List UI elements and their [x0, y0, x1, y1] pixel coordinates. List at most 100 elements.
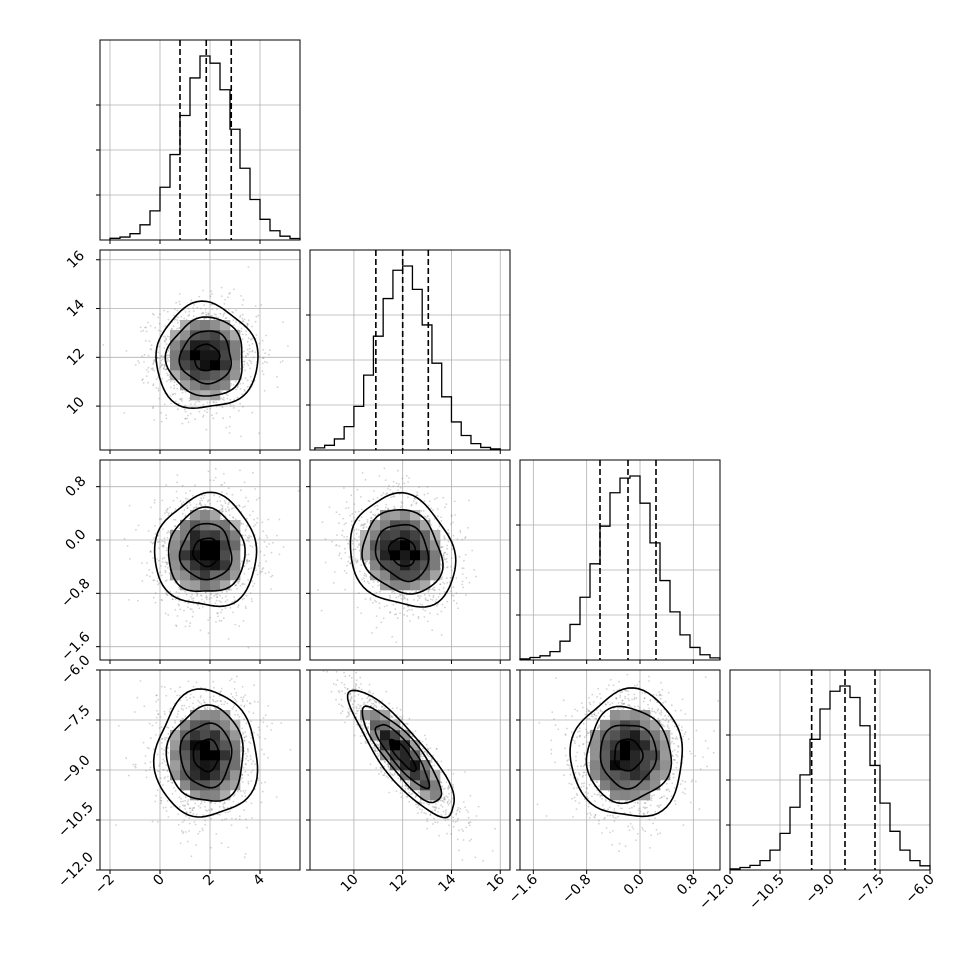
scatter-point — [382, 492, 385, 495]
scatter-point — [176, 595, 179, 598]
scatter-point — [372, 601, 374, 604]
scatter-point — [369, 597, 372, 599]
scatter-point — [189, 693, 192, 696]
scatter-point — [194, 506, 197, 509]
scatter-point — [142, 382, 145, 384]
scatter-point — [262, 567, 265, 569]
scatter-point — [364, 561, 366, 564]
scatter-point — [163, 367, 165, 370]
scatter-point — [209, 407, 212, 410]
scatter-point — [202, 311, 204, 314]
scatter-point — [267, 518, 270, 521]
scatter-point — [149, 550, 152, 553]
scatter-point — [200, 503, 203, 506]
scatter-point — [346, 564, 348, 567]
scatter-point — [228, 514, 231, 517]
scatter-point — [203, 601, 206, 603]
scatter-point — [450, 557, 453, 560]
histogram-step — [314, 265, 501, 450]
scatter-point — [278, 518, 281, 521]
scatter-point — [461, 567, 464, 569]
scatter-point — [353, 516, 355, 519]
scatter-point — [164, 569, 167, 572]
scatter-point — [200, 594, 202, 596]
scatter-point — [247, 646, 250, 649]
scatter-point — [363, 524, 365, 527]
scatter-point — [147, 381, 149, 384]
scatter-point — [434, 589, 436, 591]
scatter-point — [416, 599, 419, 602]
scatter-point — [251, 337, 254, 340]
scatter-point — [222, 806, 225, 809]
scatter-point — [161, 363, 164, 366]
scatter-point — [241, 534, 244, 537]
density-bin — [180, 550, 191, 561]
scatter-point — [248, 350, 251, 353]
scatter-point — [220, 703, 223, 706]
scatter-point — [165, 549, 168, 552]
scatter-point — [451, 594, 453, 597]
scatter-point — [389, 611, 391, 614]
scatter-point — [225, 426, 228, 429]
scatter-point — [222, 313, 225, 316]
scatter-point — [430, 524, 433, 526]
scatter-point — [415, 590, 418, 592]
contour-level-1 — [192, 537, 220, 568]
scatter-point — [230, 589, 233, 591]
scatter-point — [192, 610, 195, 613]
scatter-point — [158, 547, 160, 550]
scatter-point — [137, 524, 140, 527]
scatter-point — [189, 412, 192, 415]
scatter-point — [366, 580, 369, 583]
scatter-point — [262, 356, 265, 359]
scatter-point — [446, 547, 448, 550]
scatter-point — [172, 325, 175, 327]
contour-level-1 — [387, 537, 417, 567]
scatter-point — [237, 582, 240, 584]
scatter-point — [241, 313, 244, 316]
scatter-point — [240, 522, 242, 524]
scatter-point — [321, 521, 324, 524]
scatter-point — [362, 451, 364, 453]
scatter-point — [443, 591, 446, 593]
scatter-point — [254, 523, 257, 526]
scatter-point — [223, 818, 226, 821]
density-bin — [210, 350, 221, 361]
scatter-point — [246, 536, 249, 539]
scatter-point — [191, 598, 193, 600]
scatter-point — [161, 599, 164, 602]
scatter-point — [383, 605, 386, 608]
scatter-point — [166, 567, 169, 569]
scatter-point — [240, 435, 242, 438]
density-bin — [230, 340, 241, 351]
scatter-point — [471, 549, 474, 552]
scatter-point — [175, 490, 178, 493]
scatter-point — [347, 542, 350, 545]
scatter-point — [202, 403, 205, 406]
scatter-point — [244, 377, 247, 380]
scatter-point — [137, 599, 139, 602]
scatter-point — [289, 748, 292, 751]
scatter-point — [338, 554, 340, 557]
scatter-point — [176, 615, 179, 617]
scatter-point — [232, 611, 234, 614]
density-bin — [200, 340, 211, 351]
scatter-point — [249, 367, 251, 370]
scatter-point — [376, 496, 379, 499]
scatter-point — [215, 593, 217, 596]
scatter-point — [410, 504, 413, 507]
scatter-point — [163, 335, 165, 338]
tick-marks — [96, 486, 261, 664]
scatter-point — [245, 554, 248, 556]
scatter-point — [251, 342, 254, 345]
scatter-point — [157, 387, 160, 390]
scatter-point — [173, 525, 176, 527]
density-bin — [210, 510, 221, 521]
scatter-point — [160, 355, 163, 357]
scatter-point — [129, 558, 131, 560]
scatter-point — [374, 505, 376, 508]
scatter-point — [210, 303, 213, 306]
scatter-point — [173, 314, 176, 317]
scatter-point — [233, 288, 235, 291]
scatter-point — [423, 616, 426, 618]
